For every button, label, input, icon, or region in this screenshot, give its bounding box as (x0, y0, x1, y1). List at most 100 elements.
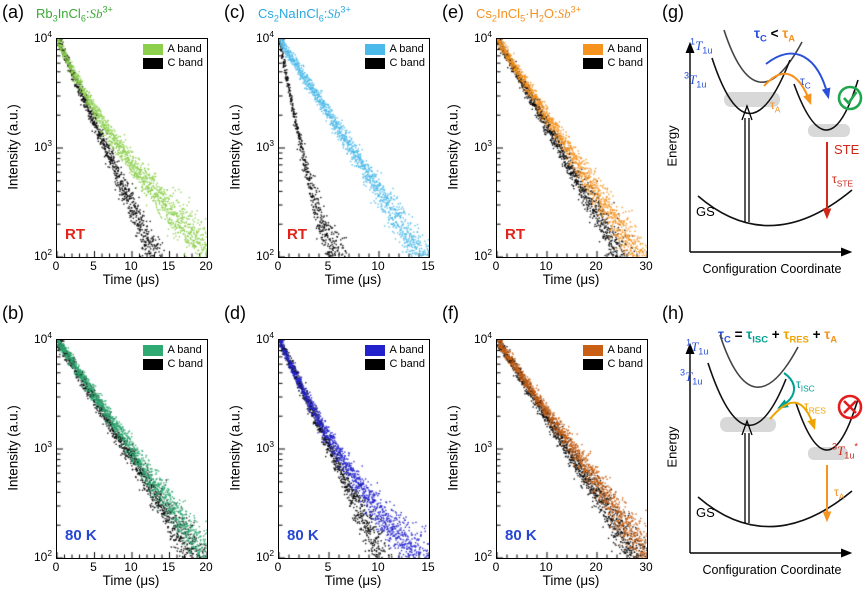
ground-state-parabola (697, 490, 853, 528)
panel-letter: (b) (2, 303, 24, 323)
x-tick-label: 0 (52, 259, 60, 273)
y-axis-label: Intensity (a.u.) (227, 405, 243, 491)
legend-swatch (582, 43, 603, 55)
legend-item: A band (142, 43, 203, 55)
legend-item: A band (582, 43, 643, 55)
y-tick-label: 103 (33, 439, 52, 455)
check-icon (837, 85, 863, 111)
compound-title: Cs2InCl5·H2O:Sb3+ (476, 4, 582, 24)
y-axis-label: Intensity (a.u.) (445, 104, 461, 190)
state-1T1u-label: 1T1u (690, 36, 713, 56)
excitation-arrow (744, 118, 750, 222)
panel-letter: (g) (662, 2, 684, 22)
legend: A band C band (582, 43, 643, 71)
x-tick-label: 10 (371, 259, 385, 273)
y-axis-label: Intensity (a.u.) (5, 104, 21, 190)
ground-state-parabola (697, 189, 853, 227)
tau-a-label: τA (770, 98, 781, 115)
tau-isc-arrow (777, 372, 795, 409)
plot-area: A band C band 80 K (56, 339, 208, 559)
legend-swatch (582, 358, 603, 370)
temperature-label: 80 K (65, 527, 97, 544)
x-tick-label: 0 (274, 560, 282, 574)
diagram-g-art (685, 29, 863, 257)
legend-swatch (364, 43, 385, 55)
legend-label: A band (607, 344, 642, 356)
legend-swatch (142, 43, 163, 55)
x-tick-label: 10 (124, 259, 138, 273)
coordinate-axis-label: Configuration Coordinate (702, 563, 842, 577)
legend-item: C band (142, 57, 203, 69)
plot-area: A band C band RT (496, 38, 648, 258)
x-tick-label: 0 (52, 560, 60, 574)
state-3T1u-label: 3T1u (684, 70, 707, 90)
excitation-arrow (744, 433, 750, 523)
legend: A band C band (364, 43, 425, 71)
x-tick-label: 0 (492, 259, 500, 273)
tau-c-label: τC (800, 74, 811, 91)
x-axis-label: Time (μs) (542, 272, 600, 287)
decay-panel-d: (d) Intensity (a.u.) 104 103 102 A band C band… (222, 301, 440, 601)
decay-panel-a: (a) Rb3InCl6:Sb3+ Intensity (a.u.) 104 103 10… (0, 0, 218, 300)
x-tick-label: 15 (161, 259, 176, 273)
y-tick-label: 102 (33, 247, 52, 263)
y-axis-label: Intensity (a.u.) (445, 405, 461, 491)
legend-swatch (142, 57, 163, 69)
panel-letter: (c) (224, 2, 245, 22)
y-tick-label: 102 (255, 247, 274, 263)
temperature-label: RT (65, 226, 85, 243)
legend-swatch (582, 344, 603, 356)
panel-letter: (a) (2, 2, 24, 22)
legend-label: C band (389, 57, 425, 69)
coordinate-axis-label: Configuration Coordinate (702, 262, 842, 276)
x-tick-label: 30 (639, 560, 653, 574)
y-tick-label: 103 (255, 138, 274, 154)
decay-panel-c: (c) Cs2NaInCl6:Sb3+ Intensity (a.u.) 104 103… (222, 0, 440, 300)
x-tick-label: 30 (639, 259, 653, 273)
x-axis-label: Time (μs) (542, 573, 600, 588)
legend-label: A band (607, 43, 642, 55)
legend: A band C band (142, 344, 203, 372)
tau-isc-label: τISC (796, 377, 815, 394)
excitation-arrowhead (741, 104, 753, 121)
y-axis-label: Intensity (a.u.) (227, 104, 243, 190)
y-tick-label: 102 (255, 548, 274, 564)
legend-item: C band (364, 358, 425, 370)
compound-title: Cs2NaInCl6:Sb3+ (258, 4, 351, 24)
x-tick-label: 20 (199, 259, 213, 273)
tau-relation-header: τC < τA (754, 26, 796, 45)
tau-ste-label: τSTE (832, 172, 854, 189)
decay-plot-canvas (57, 340, 207, 558)
x-tick-label: 5 (324, 560, 332, 574)
y-tick-label: 102 (33, 548, 52, 564)
x-axis-label: Time (μs) (324, 573, 382, 588)
legend-swatch (364, 57, 385, 69)
y-tick-label: 104 (255, 29, 274, 45)
ground-state-label: GS (696, 204, 715, 219)
legend-label: C band (607, 57, 643, 69)
x-tick-label: 20 (589, 560, 603, 574)
legend-swatch (142, 344, 163, 356)
tau-res-arrow (769, 401, 816, 431)
legend-swatch (142, 358, 163, 370)
plot-area: A band C band RT (56, 38, 208, 258)
thermal-band (808, 447, 848, 460)
x-tick-label: 5 (90, 560, 97, 574)
y-tick-label: 103 (473, 439, 492, 455)
decay-plot-canvas (497, 340, 647, 558)
temperature-label: 80 K (287, 527, 319, 544)
legend-label: C band (607, 358, 643, 370)
state-3T1u-star-label: 3T1u* (832, 441, 858, 461)
energy-axis-label: Energy (664, 426, 680, 468)
x-axis-label: Time (μs) (102, 272, 160, 287)
legend-label: A band (167, 43, 202, 55)
x-tick-label: 5 (90, 259, 97, 273)
y-tick-label: 102 (473, 247, 492, 263)
diagram-config-coordinate-favorable: (g) τC < τA (660, 0, 866, 300)
compound-title: Rb3InCl6:Sb3+ (36, 4, 113, 24)
decay-panel-e: (e) Cs2InCl5·H2O:Sb3+ Intensity (a.u.) 104 1… (440, 0, 658, 300)
y-axis-label: Intensity (a.u.) (5, 405, 21, 491)
thermal-band (724, 92, 780, 107)
state-3T1u-label: 3T1u (680, 367, 703, 387)
